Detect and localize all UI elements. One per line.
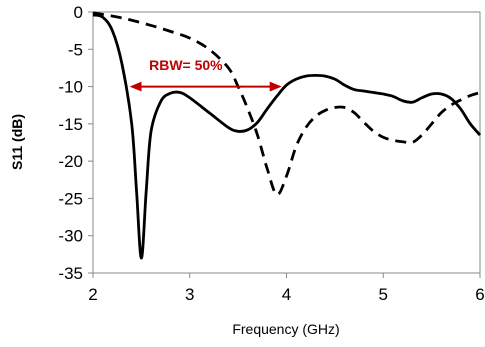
- x-tick-label: 2: [88, 285, 97, 304]
- y-axis-title: S11 (dB): [9, 114, 25, 170]
- x-tick-label: 4: [282, 285, 291, 304]
- x-axis-ticks: 2 3 4 5 6: [88, 273, 485, 304]
- y-tick-label: -35: [58, 264, 83, 283]
- x-tick-label: 5: [379, 285, 388, 304]
- bandwidth-label: RBW= 50%: [149, 57, 223, 73]
- x-tick-label: 6: [475, 285, 484, 304]
- solid-series-line: [92, 13, 482, 260]
- x-tick-label: 3: [185, 285, 194, 304]
- y-tick-label: -15: [58, 115, 83, 134]
- y-tick-label: 0: [74, 3, 83, 22]
- annotation-layer: RBW= 50%: [129, 57, 282, 92]
- y-axis-ticks: 0 -5 -10 -15 -20 -25 -30 -35: [58, 3, 93, 283]
- y-tick-label: -5: [68, 40, 83, 59]
- dashed-series-line: [92, 11, 481, 197]
- y-tick-label: -30: [58, 227, 83, 246]
- y-tick-label: -10: [58, 78, 83, 97]
- y-tick-label: -25: [58, 189, 83, 208]
- y-tick-label: -20: [58, 152, 83, 171]
- series-layer: [92, 11, 482, 260]
- x-axis-title: Frequency (GHz): [232, 321, 339, 337]
